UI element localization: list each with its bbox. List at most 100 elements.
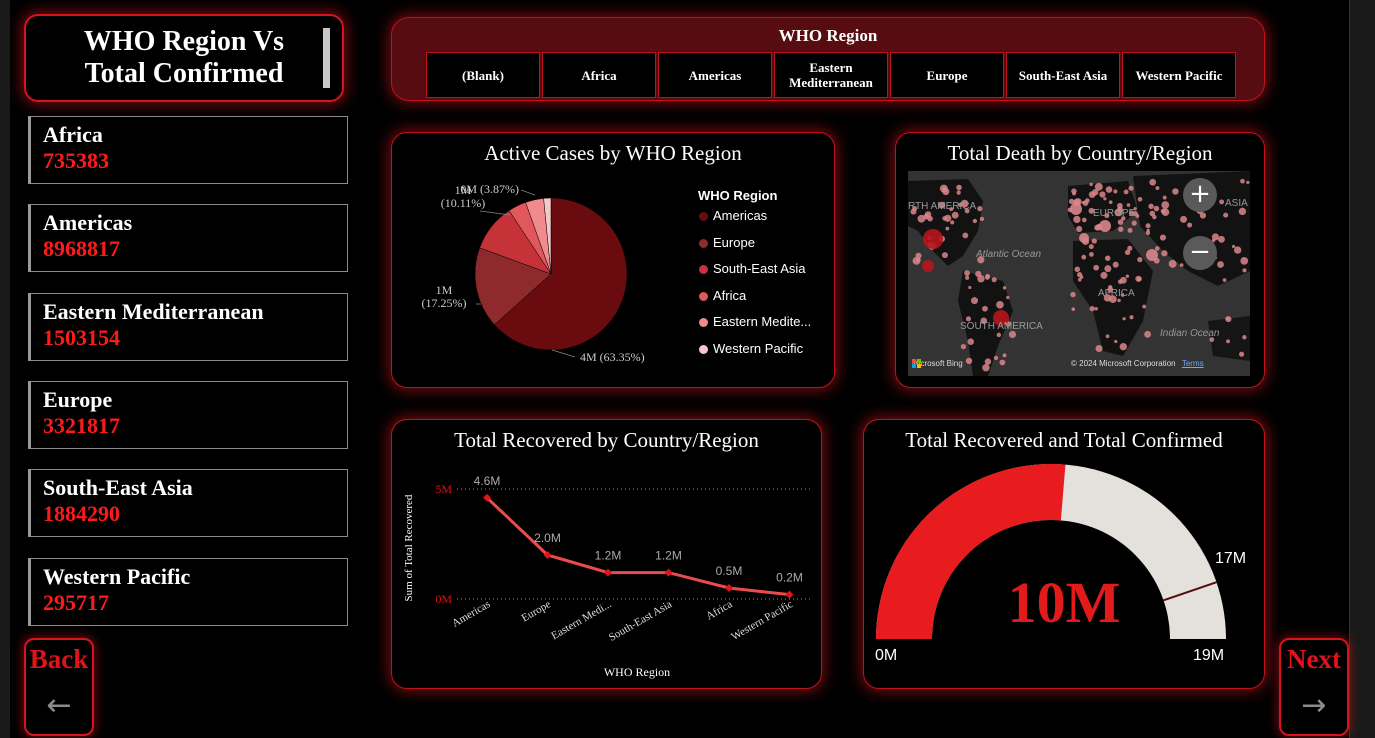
- death-bubble[interactable]: [977, 205, 983, 212]
- death-bubble[interactable]: [1091, 238, 1097, 244]
- death-bubble[interactable]: [1121, 216, 1126, 221]
- death-bubble[interactable]: [1081, 200, 1086, 205]
- death-bubble[interactable]: [979, 216, 985, 222]
- death-bubble-large[interactable]: [1099, 220, 1111, 232]
- death-bubble[interactable]: [1240, 257, 1249, 265]
- terms-link[interactable]: Terms: [1181, 359, 1204, 368]
- death-bubble[interactable]: [1155, 186, 1160, 191]
- line-point[interactable]: [664, 568, 673, 577]
- death-bubble[interactable]: [1154, 246, 1160, 251]
- death-bubble[interactable]: [1223, 212, 1229, 218]
- death-bubble[interactable]: [972, 218, 978, 224]
- line-point[interactable]: [785, 590, 794, 599]
- death-bubble[interactable]: [975, 270, 982, 277]
- death-bubble[interactable]: [1132, 211, 1138, 216]
- death-bubble[interactable]: [1242, 268, 1247, 273]
- line-point[interactable]: [725, 584, 733, 592]
- death-bubble[interactable]: [1225, 316, 1230, 321]
- death-bubble[interactable]: [1095, 344, 1103, 353]
- death-bubble[interactable]: [964, 208, 970, 214]
- death-bubble[interactable]: [1137, 256, 1143, 263]
- gauge-fill[interactable]: [876, 464, 1066, 639]
- death-bubble[interactable]: [1131, 220, 1137, 226]
- death-bubble[interactable]: [1149, 178, 1157, 186]
- death-bubble[interactable]: [1089, 306, 1095, 312]
- death-bubble[interactable]: [1103, 197, 1107, 201]
- death-bubble[interactable]: [942, 188, 950, 196]
- death-bubble[interactable]: [984, 274, 990, 280]
- death-bubble[interactable]: [960, 343, 967, 350]
- death-bubble[interactable]: [999, 359, 1006, 366]
- death-bubble[interactable]: [1172, 188, 1179, 195]
- death-bubble[interactable]: [964, 270, 970, 276]
- death-bubble[interactable]: [1094, 224, 1101, 231]
- death-bubble[interactable]: [1120, 293, 1125, 297]
- death-bubble[interactable]: [1148, 203, 1154, 210]
- death-bubble[interactable]: [1081, 254, 1087, 260]
- death-bubble[interactable]: [924, 211, 932, 218]
- death-bubble[interactable]: [941, 252, 948, 259]
- death-bubble[interactable]: [1088, 207, 1095, 214]
- death-bubble[interactable]: [1161, 208, 1170, 216]
- death-bubble[interactable]: [1124, 249, 1131, 256]
- death-bubble[interactable]: [1094, 182, 1103, 191]
- slicer-option-eastern-mediterranean[interactable]: Eastern Mediterranean: [774, 52, 888, 98]
- death-bubble[interactable]: [1117, 206, 1123, 213]
- death-bubble[interactable]: [977, 275, 985, 283]
- death-bubble[interactable]: [1002, 286, 1007, 290]
- death-bubble[interactable]: [965, 316, 972, 322]
- death-bubble[interactable]: [1076, 225, 1083, 233]
- death-bubble[interactable]: [1071, 307, 1076, 311]
- death-bubble[interactable]: [1072, 191, 1076, 196]
- death-bubble[interactable]: [1222, 278, 1227, 283]
- death-bubble-large[interactable]: [1146, 249, 1158, 261]
- death-bubble-large[interactable]: [1079, 233, 1089, 243]
- death-bubble[interactable]: [1068, 198, 1075, 205]
- death-bubble[interactable]: [956, 190, 961, 195]
- death-bubble[interactable]: [1002, 353, 1007, 358]
- death-bubble[interactable]: [1119, 342, 1127, 351]
- death-bubble[interactable]: [1242, 335, 1247, 340]
- death-bubble[interactable]: [1105, 334, 1110, 339]
- death-bubble[interactable]: [1105, 186, 1113, 193]
- death-bubble[interactable]: [1145, 223, 1151, 229]
- legend-item[interactable]: Americas: [698, 208, 811, 235]
- death-bubble[interactable]: [1126, 203, 1131, 207]
- death-bubble[interactable]: [1117, 298, 1121, 303]
- death-bubble[interactable]: [1240, 178, 1245, 184]
- death-bubble[interactable]: [1161, 250, 1168, 257]
- death-bubble[interactable]: [982, 363, 990, 372]
- line-point[interactable]: [483, 493, 491, 502]
- death-bubble[interactable]: [1112, 261, 1119, 268]
- death-bubble[interactable]: [1217, 261, 1224, 268]
- back-button[interactable]: Back ←: [24, 638, 94, 736]
- death-bubble[interactable]: [1070, 291, 1076, 298]
- death-bubble[interactable]: [1238, 207, 1247, 216]
- death-bubble[interactable]: [1231, 244, 1236, 249]
- death-bubble[interactable]: [945, 226, 950, 231]
- death-bubble[interactable]: [1129, 315, 1134, 320]
- death-bubble[interactable]: [1128, 210, 1135, 216]
- death-bubble[interactable]: [1128, 185, 1134, 191]
- death-bubble[interactable]: [967, 338, 974, 345]
- death-bubble[interactable]: [965, 275, 970, 280]
- death-bubble[interactable]: [1153, 205, 1160, 212]
- legend-item[interactable]: Europe: [698, 235, 811, 262]
- death-bubble[interactable]: [1117, 219, 1124, 225]
- death-bubble[interactable]: [1089, 252, 1094, 257]
- legend-item[interactable]: Western Pacific: [698, 341, 811, 368]
- death-bubble[interactable]: [1209, 337, 1215, 342]
- death-bubble[interactable]: [1107, 286, 1114, 293]
- death-bubble[interactable]: [1113, 189, 1118, 194]
- death-bubble[interactable]: [1088, 244, 1094, 250]
- death-bubble[interactable]: [1187, 222, 1193, 228]
- slicer-option-europe[interactable]: Europe: [890, 52, 1004, 98]
- legend-item[interactable]: Eastern Medite...: [698, 314, 811, 341]
- death-bubble[interactable]: [1137, 196, 1143, 202]
- line-series[interactable]: [485, 496, 790, 597]
- death-bubble[interactable]: [984, 358, 992, 365]
- death-bubble[interactable]: [1146, 228, 1150, 233]
- death-bubble[interactable]: [1133, 207, 1137, 211]
- death-bubble[interactable]: [1093, 264, 1100, 271]
- death-bubble[interactable]: [1104, 265, 1112, 273]
